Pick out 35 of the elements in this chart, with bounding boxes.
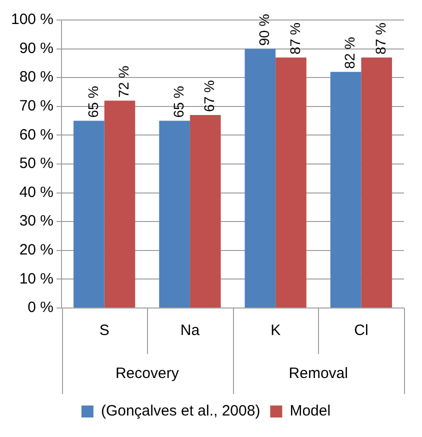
bar: [330, 72, 362, 308]
data-label: 87 %: [286, 22, 303, 54]
y-tick-label: 70 %: [19, 98, 54, 115]
y-tick-label: 0 %: [28, 299, 54, 316]
data-label: 65 %: [170, 86, 186, 118]
bar: [190, 115, 221, 308]
bar: [276, 57, 306, 308]
y-tick-label: 10 %: [19, 270, 54, 288]
text: Removal: [288, 365, 348, 382]
legend-label: (Gonçalves et al., 2008): [100, 402, 260, 420]
bar: [74, 120, 104, 308]
bar: [244, 48, 276, 308]
y-tick-label: 30 %: [19, 212, 54, 230]
legend-label: Model: [290, 402, 331, 420]
data-label: 82 %: [342, 36, 358, 69]
y-tick-label: 40 %: [19, 184, 54, 201]
x-tick-label: Na: [180, 322, 200, 340]
y-tick-label: 100 %: [10, 11, 54, 28]
bar: [104, 100, 136, 308]
y-tick-label: 60 %: [19, 126, 54, 144]
y-tick-label: 20 %: [19, 242, 54, 259]
text: Recovery: [115, 365, 180, 382]
data-label: 90 %: [256, 14, 272, 46]
bar: [159, 120, 190, 308]
data-label: 72 %: [116, 66, 132, 98]
y-tick-label: 90 %: [19, 40, 54, 57]
x-tick-label: Cl: [354, 322, 368, 340]
y-tick-label: 50 %: [19, 155, 54, 172]
data-label: 65 %: [84, 86, 101, 118]
x-tick-label: K: [270, 322, 281, 340]
x-tick-label: S: [99, 322, 110, 340]
bar: [361, 57, 392, 308]
data-label: 67 %: [201, 80, 218, 112]
data-label: 87 %: [372, 22, 388, 54]
y-tick-label: 80 %: [19, 68, 54, 86]
